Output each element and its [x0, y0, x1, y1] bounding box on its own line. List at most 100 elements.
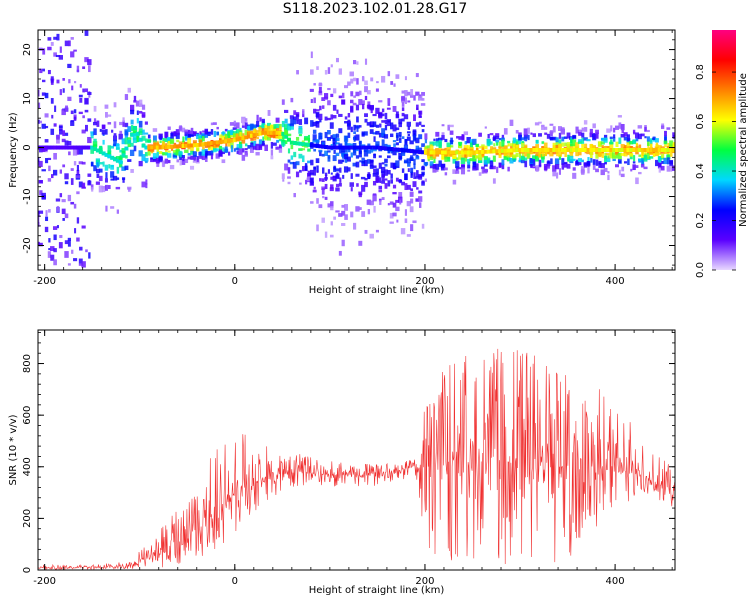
heatmap-cell — [524, 144, 528, 150]
heatmap-cell — [530, 132, 533, 135]
heatmap-cell — [284, 133, 289, 136]
heatmap-ridge-cell — [595, 148, 600, 152]
heatmap-cell — [284, 163, 289, 171]
heatmap-ridge-cell — [569, 148, 574, 152]
heatmap-ridge-cell — [110, 155, 115, 160]
heatmap-cell — [347, 149, 351, 153]
heatmap-cell — [298, 134, 302, 137]
heatmap-cell — [78, 149, 83, 155]
heatmap-cell — [56, 137, 60, 144]
heatmap-cell — [327, 100, 331, 106]
heatmap-y-tick-label: -20 — [22, 237, 33, 253]
heatmap-cell — [583, 120, 588, 125]
heatmap-ridge-cell — [649, 148, 654, 152]
heatmap-cell — [96, 162, 100, 168]
heatmap-ridge-cell — [529, 148, 534, 152]
heatmap-ridge-cell — [654, 148, 659, 152]
heatmap-ridge-cell — [127, 139, 132, 144]
heatmap-cell — [73, 49, 77, 52]
heatmap-ridge-cell — [452, 150, 457, 155]
heatmap-cell — [381, 197, 385, 200]
heatmap-cell — [538, 151, 542, 155]
heatmap-cell — [620, 124, 625, 131]
heatmap-cell — [430, 148, 433, 151]
heatmap-cell — [230, 133, 234, 138]
heatmap-cell — [538, 133, 542, 137]
heatmap-cell — [292, 161, 297, 169]
heatmap-cell — [426, 145, 431, 149]
heatmap-ridge-cell — [198, 142, 203, 147]
heatmap-cell — [524, 136, 528, 142]
heatmap-cell — [295, 161, 300, 166]
heatmap-cell — [621, 166, 625, 172]
heatmap-cell — [230, 145, 234, 153]
heatmap-cell — [518, 137, 522, 145]
heatmap-cell — [638, 171, 642, 175]
heatmap-cell — [333, 216, 337, 220]
heatmap-cell — [332, 88, 337, 94]
heatmap-cell — [196, 133, 200, 140]
heatmap-cell — [141, 181, 146, 188]
heatmap-cell — [324, 183, 328, 190]
heatmap-cell — [372, 165, 377, 169]
heatmap-cell — [391, 22, 393, 26]
heatmap-ridge-cell — [672, 148, 675, 152]
heatmap-cell — [423, 161, 429, 166]
heatmap-cell — [478, 159, 482, 163]
heatmap-cell — [429, 144, 434, 152]
heatmap-cell — [168, 137, 171, 141]
heatmap-cell — [350, 78, 354, 84]
heatmap-cell — [53, 152, 57, 160]
heatmap-cell — [549, 123, 554, 126]
heatmap-cell — [61, 138, 66, 143]
heatmap-cell — [581, 144, 585, 148]
heatmap-cell — [95, 168, 100, 174]
heatmap-ridge-cell — [232, 138, 237, 143]
heatmap-cell — [87, 173, 92, 177]
heatmap-cell — [572, 135, 576, 139]
heatmap-cell — [498, 151, 502, 158]
heatmap-ridge-cell — [472, 150, 477, 155]
heatmap-cell — [115, 147, 120, 150]
heatmap-ridge-cell — [130, 132, 135, 137]
heatmap-cell — [350, 187, 353, 192]
heatmap-cell — [421, 98, 425, 101]
heatmap-cell — [503, 128, 508, 135]
heatmap-cell — [646, 136, 650, 142]
heatmap-cell — [316, 66, 319, 70]
heatmap-cell — [404, 218, 408, 223]
heatmap-cell — [566, 132, 571, 139]
heatmap-cell — [127, 87, 131, 93]
heatmap-cell — [268, 134, 271, 138]
heatmap-cell — [227, 131, 231, 139]
heatmap-cell — [282, 134, 285, 142]
heatmap-cell — [312, 121, 317, 127]
heatmap-y-tick-label: 10 — [22, 92, 33, 105]
heatmap-cell — [574, 142, 580, 149]
heatmap-ridge-cell — [575, 148, 580, 152]
heatmap-cell — [544, 126, 548, 130]
heatmap-x-tick-label: 0 — [232, 276, 238, 287]
heatmap-cell — [147, 151, 151, 156]
heatmap-ridge-cell — [55, 145, 60, 150]
heatmap-cell — [216, 131, 220, 135]
heatmap-cell — [144, 152, 148, 157]
heatmap-cell — [472, 167, 477, 171]
heatmap-cell — [90, 136, 94, 139]
heatmap-cell — [401, 107, 405, 112]
heatmap-cell — [418, 110, 422, 118]
colorbar-tick-label: 0.4 — [695, 163, 706, 179]
heatmap-cell — [227, 135, 232, 141]
heatmap-cell — [202, 130, 205, 133]
heatmap-cell — [79, 246, 83, 251]
heatmap-cell — [544, 151, 548, 156]
heatmap-cell — [635, 138, 639, 142]
heatmap-cell — [507, 140, 511, 144]
heatmap-cell — [364, 58, 368, 65]
heatmap-cell — [393, 162, 397, 170]
heatmap-cell — [133, 145, 137, 152]
heatmap-cell — [341, 152, 345, 159]
heatmap-cell — [144, 157, 149, 162]
heatmap-ridge-cell — [81, 145, 86, 150]
